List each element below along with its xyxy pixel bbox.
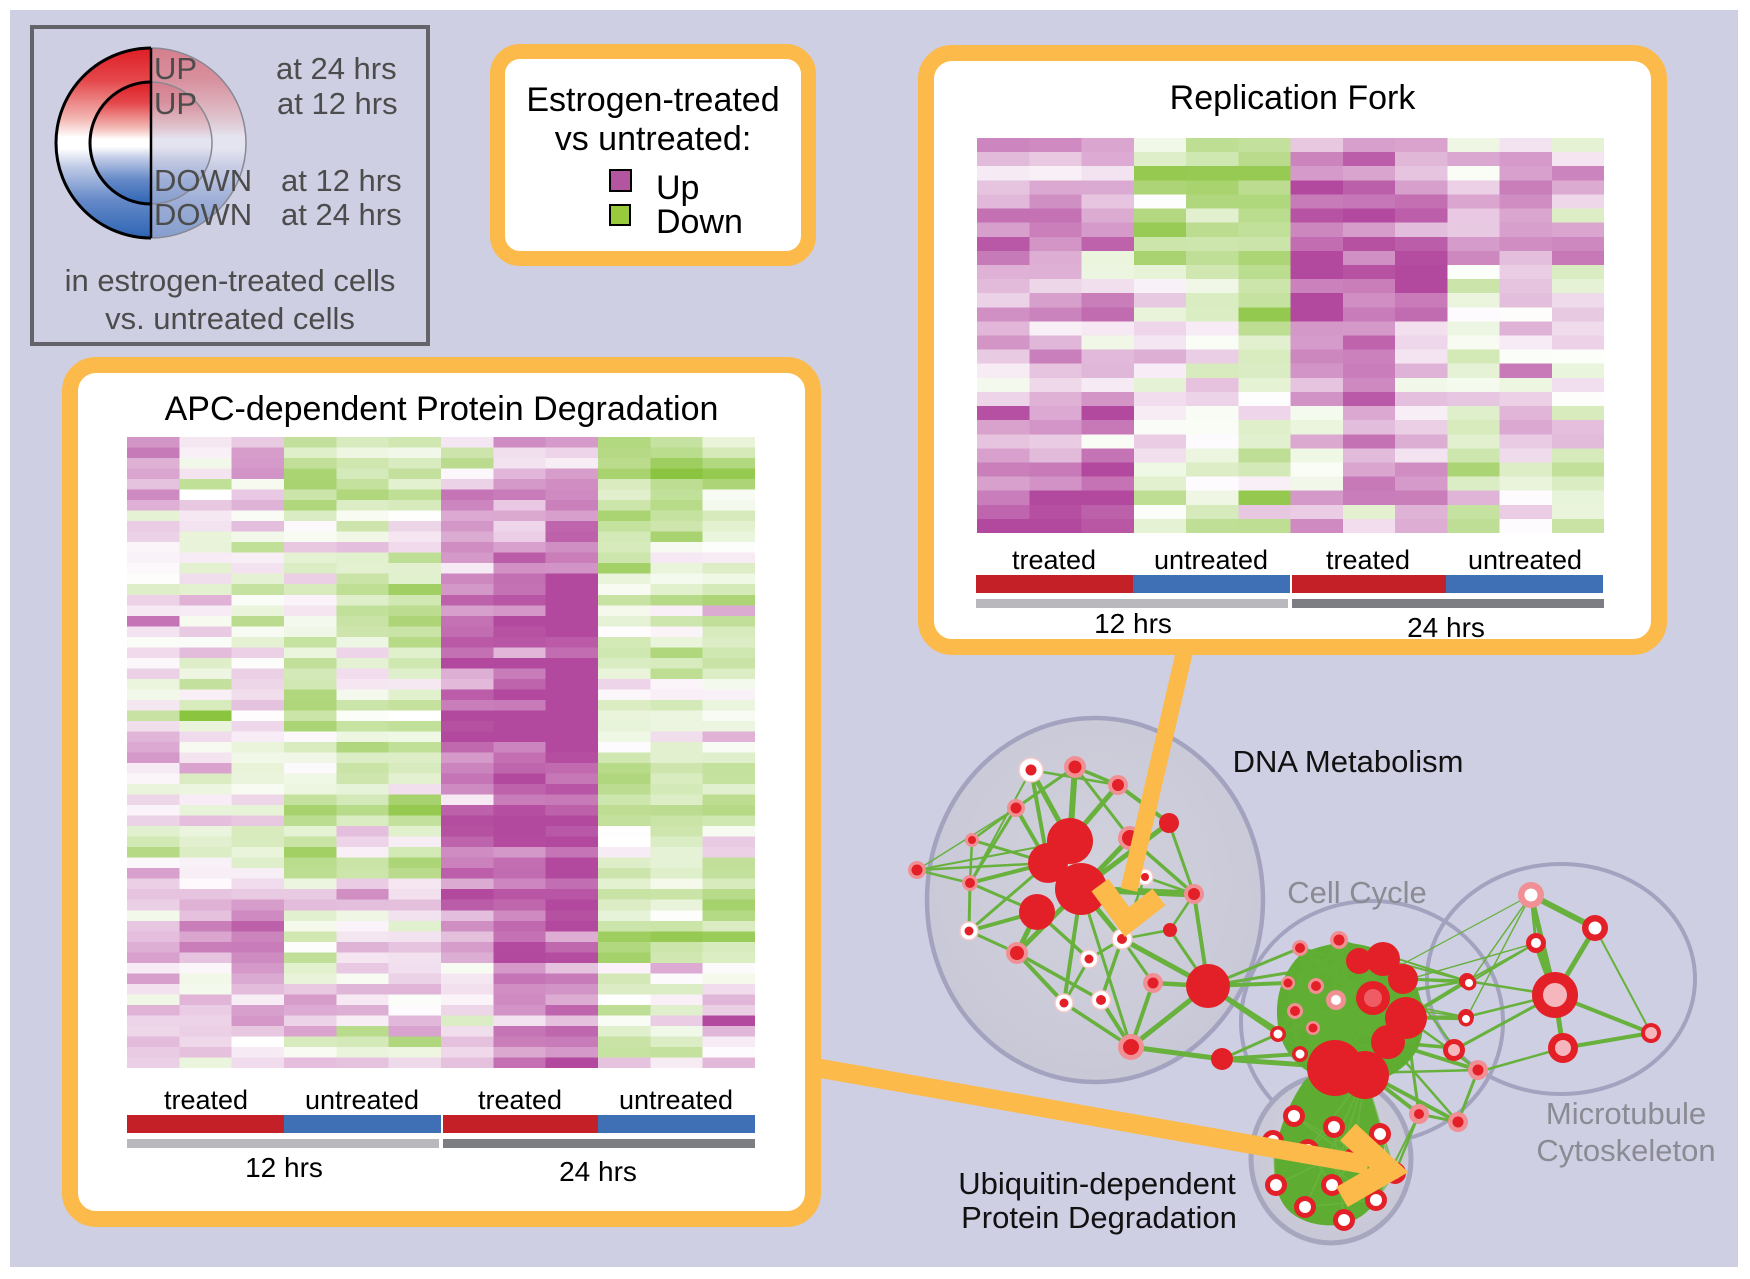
svg-text:DNA Metabolism: DNA Metabolism xyxy=(1233,744,1464,779)
svg-text:Cell Cycle: Cell Cycle xyxy=(1287,875,1427,910)
svg-text:Protein Degradation: Protein Degradation xyxy=(961,1200,1237,1235)
svg-text:Cytoskeleton: Cytoskeleton xyxy=(1536,1133,1715,1168)
svg-text:Ubiquitin-dependent: Ubiquitin-dependent xyxy=(958,1166,1236,1201)
svg-text:Microtubule: Microtubule xyxy=(1546,1096,1706,1131)
